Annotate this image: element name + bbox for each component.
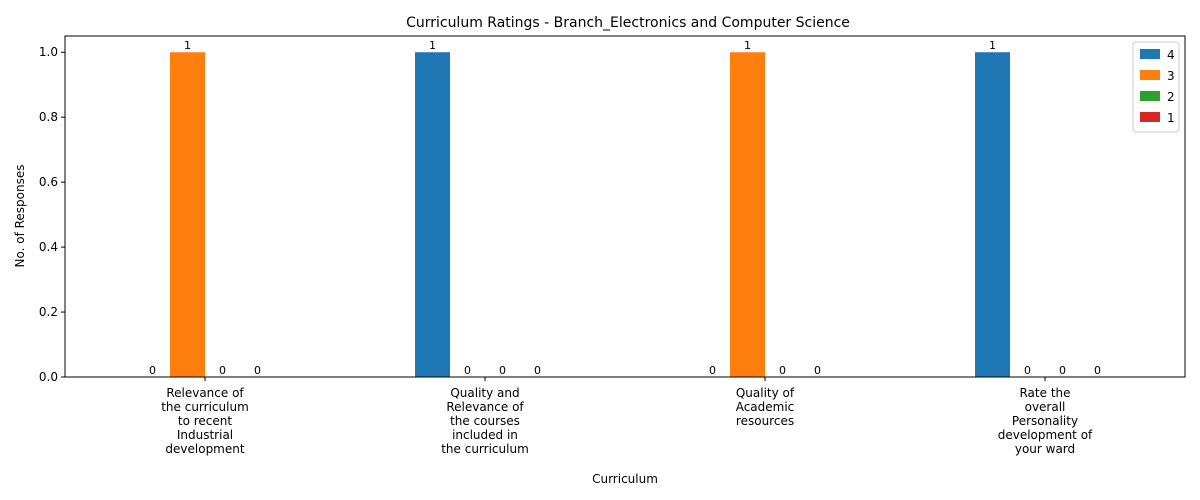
x-tick-label-line: resources	[736, 414, 794, 428]
x-axis-label: Curriculum	[592, 472, 658, 486]
x-tick-label-line: Relevance of	[166, 386, 244, 400]
legend-swatch-2	[1140, 91, 1160, 101]
y-axis-label: No. of Responses	[13, 164, 27, 267]
bar-series-4	[415, 52, 450, 377]
legend-label: 2	[1167, 90, 1175, 104]
bar-series-3	[170, 52, 205, 377]
legend-swatch-3	[1140, 70, 1160, 80]
x-tick-label: Rate the overall Personality development of…	[998, 386, 1093, 456]
y-tick-label: 0.6	[39, 175, 58, 189]
data-label: 0	[149, 364, 156, 377]
bar-series-4	[975, 52, 1010, 377]
chart-title: Curriculum Ratings - Branch_Electronics …	[406, 15, 850, 31]
legend-swatch-4	[1140, 49, 1160, 59]
legend-label: 4	[1167, 48, 1175, 62]
x-tick-label-line: the curriculum	[161, 400, 249, 414]
data-label: 0	[464, 364, 471, 377]
data-label: 0	[779, 364, 786, 377]
y-tick-label: 1.0	[39, 45, 58, 59]
data-label: 0	[499, 364, 506, 377]
legend-swatch-1	[1140, 112, 1160, 122]
x-tick-label-line: Personality	[1012, 414, 1078, 428]
x-tick-label-line: Academic	[736, 400, 795, 414]
x-tick-label-line: Quality and	[450, 386, 519, 400]
data-label: 1	[989, 39, 996, 52]
legend: 4 3 2 1	[1132, 41, 1180, 133]
data-label: 1	[184, 39, 191, 52]
y-tick-label: 0.2	[39, 305, 58, 319]
data-label: 0	[219, 364, 226, 377]
data-label: 0	[814, 364, 821, 377]
x-tick-label-line: development	[165, 442, 244, 456]
y-tick-label: 0.4	[39, 240, 58, 254]
data-label: 0	[254, 364, 261, 377]
x-tick-label: Quality and Relevance of the courses includ…	[441, 386, 529, 456]
x-tick-label-line: Quality of	[736, 386, 795, 400]
legend-label: 1	[1167, 111, 1175, 125]
x-tick-label-line: Industrial	[177, 428, 233, 442]
data-label: 0	[709, 364, 716, 377]
y-tick-label: 0.0	[39, 370, 58, 384]
x-tick-label: Quality of Academic resources	[736, 386, 795, 428]
x-tick-label-line: overall	[1025, 400, 1066, 414]
data-label: 0	[534, 364, 541, 377]
x-tick-label-line: Rate the	[1019, 386, 1070, 400]
bar-series-3	[730, 52, 765, 377]
legend-box	[1132, 41, 1180, 133]
x-tick-label: Relevance of the curriculum to recent Indus…	[161, 386, 249, 456]
y-tick-label: 0.8	[39, 110, 58, 124]
axes-frame	[64, 35, 1186, 378]
x-tick-label-line: the curriculum	[441, 442, 529, 456]
data-label: 0	[1059, 364, 1066, 377]
x-tick-label-line: to recent	[178, 414, 233, 428]
x-tick-label-line: included in	[452, 428, 518, 442]
data-label: 1	[744, 39, 751, 52]
x-tick-label-line: your ward	[1015, 442, 1075, 456]
x-tick-label-line: the courses	[450, 414, 520, 428]
x-tick-label-line: development of	[998, 428, 1093, 442]
data-label: 0	[1024, 364, 1031, 377]
data-label: 0	[1094, 364, 1101, 377]
legend-label: 3	[1167, 69, 1175, 83]
x-tick-label-line: Relevance of	[446, 400, 524, 414]
data-label: 1	[429, 39, 436, 52]
